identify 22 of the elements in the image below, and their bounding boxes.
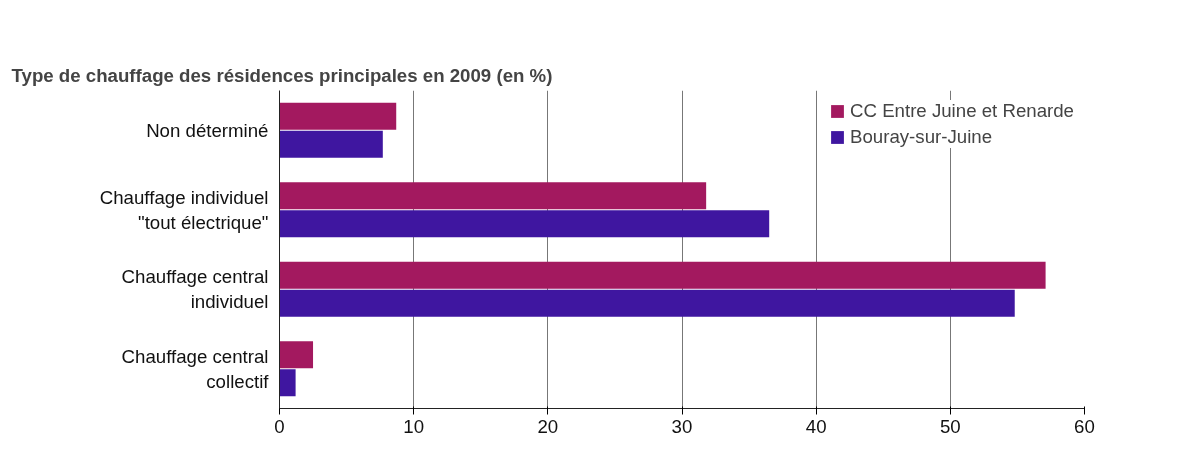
legend-label: CC Entre Juine et Renarde [850, 100, 1074, 122]
bar [279, 341, 314, 369]
chart-title: Type de chauffage des résidences principales en 2009 (en %) [11, 64, 553, 86]
bar [279, 182, 707, 210]
bar [279, 210, 770, 238]
legend-label: Bouray-sur-Juine [850, 126, 993, 148]
x-tick-label: 40 [805, 415, 827, 437]
y-tick-label: Chauffage central collectif [121, 345, 270, 392]
bar [279, 289, 1015, 317]
bar [279, 261, 1046, 289]
x-tick-label: 0 [274, 415, 285, 437]
x-tick-label: 20 [537, 415, 559, 437]
y-tick-label: Chauffage individuel "tout électrique" [99, 186, 269, 233]
x-tick-label: 30 [671, 415, 693, 437]
x-tick-label: 60 [1074, 415, 1095, 437]
bar [279, 102, 397, 130]
x-tick-label: 10 [403, 415, 425, 437]
bar [279, 130, 383, 158]
x-tick-label: 50 [939, 415, 961, 437]
bar [279, 369, 296, 397]
y-tick-label: Non déterminé [146, 119, 269, 141]
y-tick-label: Chauffage central individuel [121, 266, 269, 313]
